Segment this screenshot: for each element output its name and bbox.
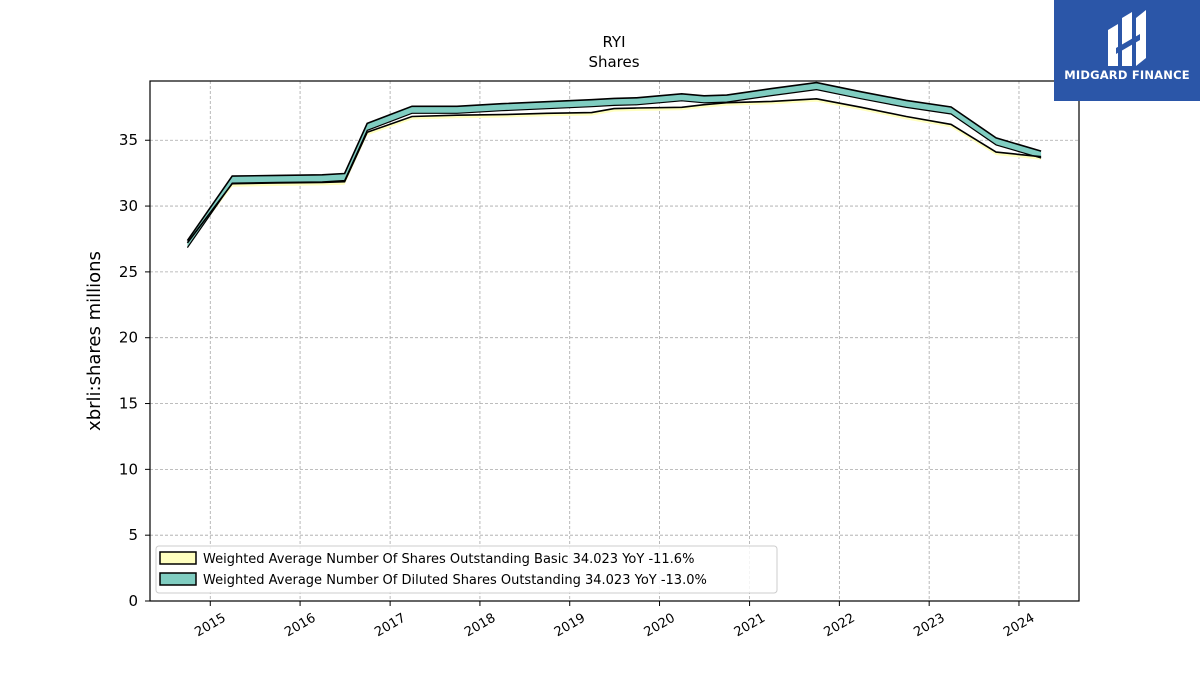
y-tick-label: 5 (128, 526, 138, 544)
grid (150, 81, 1079, 601)
y-tick-label: 0 (128, 592, 138, 610)
y-tick-label: 35 (119, 131, 138, 149)
series-diluted-band (187, 82, 1042, 248)
series-layer (186, 81, 1042, 248)
y-tick-label: 10 (119, 460, 138, 478)
y-axis-label: xbrli:shares millions (84, 251, 105, 431)
legend-swatch-basic (159, 551, 197, 565)
y-tick-label: 20 (119, 329, 138, 347)
x-tick-label: 2018 (462, 611, 498, 641)
x-tick-label: 2023 (911, 611, 947, 641)
x-tick-label: 2015 (192, 611, 228, 641)
logo-mark-icon (1108, 10, 1146, 66)
series-basic-band (187, 98, 1042, 246)
x-tick-label: 2019 (552, 611, 588, 641)
y-tick-label: 15 (119, 395, 138, 413)
x-tick-label: 2024 (1001, 611, 1037, 641)
series-diluted-line-top (186, 81, 1042, 242)
logo-text: MIDGARD FINANCE (1064, 68, 1190, 82)
legend-swatch-diluted (159, 572, 197, 586)
chart-subtitle: Shares (588, 53, 639, 71)
chart-title: RYI (602, 33, 625, 51)
legend-label-diluted: Weighted Average Number Of Diluted Share… (203, 573, 707, 588)
y-tick-label: 30 (119, 197, 138, 215)
plot-frame (149, 80, 1080, 602)
x-tick-label: 2020 (642, 611, 678, 641)
legend-box (155, 545, 778, 594)
legend: Weighted Average Number Of Shares Outsta… (155, 545, 778, 594)
midgard-finance-logo: MIDGARD FINANCE (1054, 0, 1200, 101)
y-tick-label: 25 (119, 263, 138, 281)
legend-label-basic: Weighted Average Number Of Shares Outsta… (203, 552, 694, 567)
series-basic-line (186, 97, 1042, 244)
x-tick-label: 2022 (822, 611, 858, 641)
x-axis: 2015 2016 2017 2018 2019 2020 2021 2022 2023 2024 (192, 601, 1037, 640)
x-tick-label: 2021 (732, 611, 768, 641)
series-diluted-line-bottom (186, 88, 1042, 248)
y-axis: 0 5 10 15 20 25 30 35 (119, 131, 150, 610)
x-tick-label: 2016 (282, 611, 318, 641)
x-tick-label: 2017 (372, 611, 408, 641)
